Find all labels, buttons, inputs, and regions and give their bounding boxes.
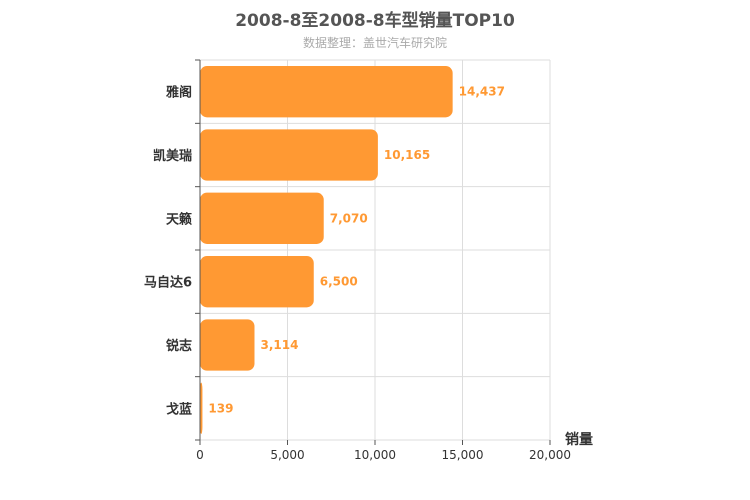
x-tick-label: 10,000 [354,448,396,462]
category-label: 雅阁 [166,85,192,101]
chart-title: 2008-8至2008-8车型销量TOP10 [235,11,515,31]
x-tick-label: 20,000 [529,448,571,462]
x-tick-label: 5,000 [270,448,304,462]
bars [200,66,453,434]
chart-subtitle: 数据整理：盖世汽车研究院 [302,36,447,50]
x-axis-title: 销量 [565,431,593,448]
category-label: 锐志 [166,338,192,354]
x-tick-label: 0 [196,448,204,462]
bar [200,319,255,371]
data-label: 7,070 [330,211,368,225]
data-label: 139 [208,401,233,415]
category-label: 戈蓝 [166,401,192,417]
data-label: 10,165 [384,148,430,162]
data-label: 3,114 [260,338,298,352]
data-label: 6,500 [320,275,358,289]
bar [200,129,378,181]
data-label: 14,437 [459,85,505,99]
bar [200,192,324,244]
axes: 0 5,000 10,000 15,000 20,000 [195,59,571,462]
category-label: 马自达6 [144,275,192,291]
bar [200,382,203,434]
bar [200,256,314,308]
x-tick-label: 15,000 [442,448,484,462]
category-label: 天籁 [166,211,192,227]
labels: 14,437 雅阁 10,165 凯美瑞 7,070 天籁 6,500 马自达6 3,114 锐志… [144,85,505,418]
grid [199,59,551,441]
category-label: 凯美瑞 [153,148,192,164]
bar [200,66,453,118]
